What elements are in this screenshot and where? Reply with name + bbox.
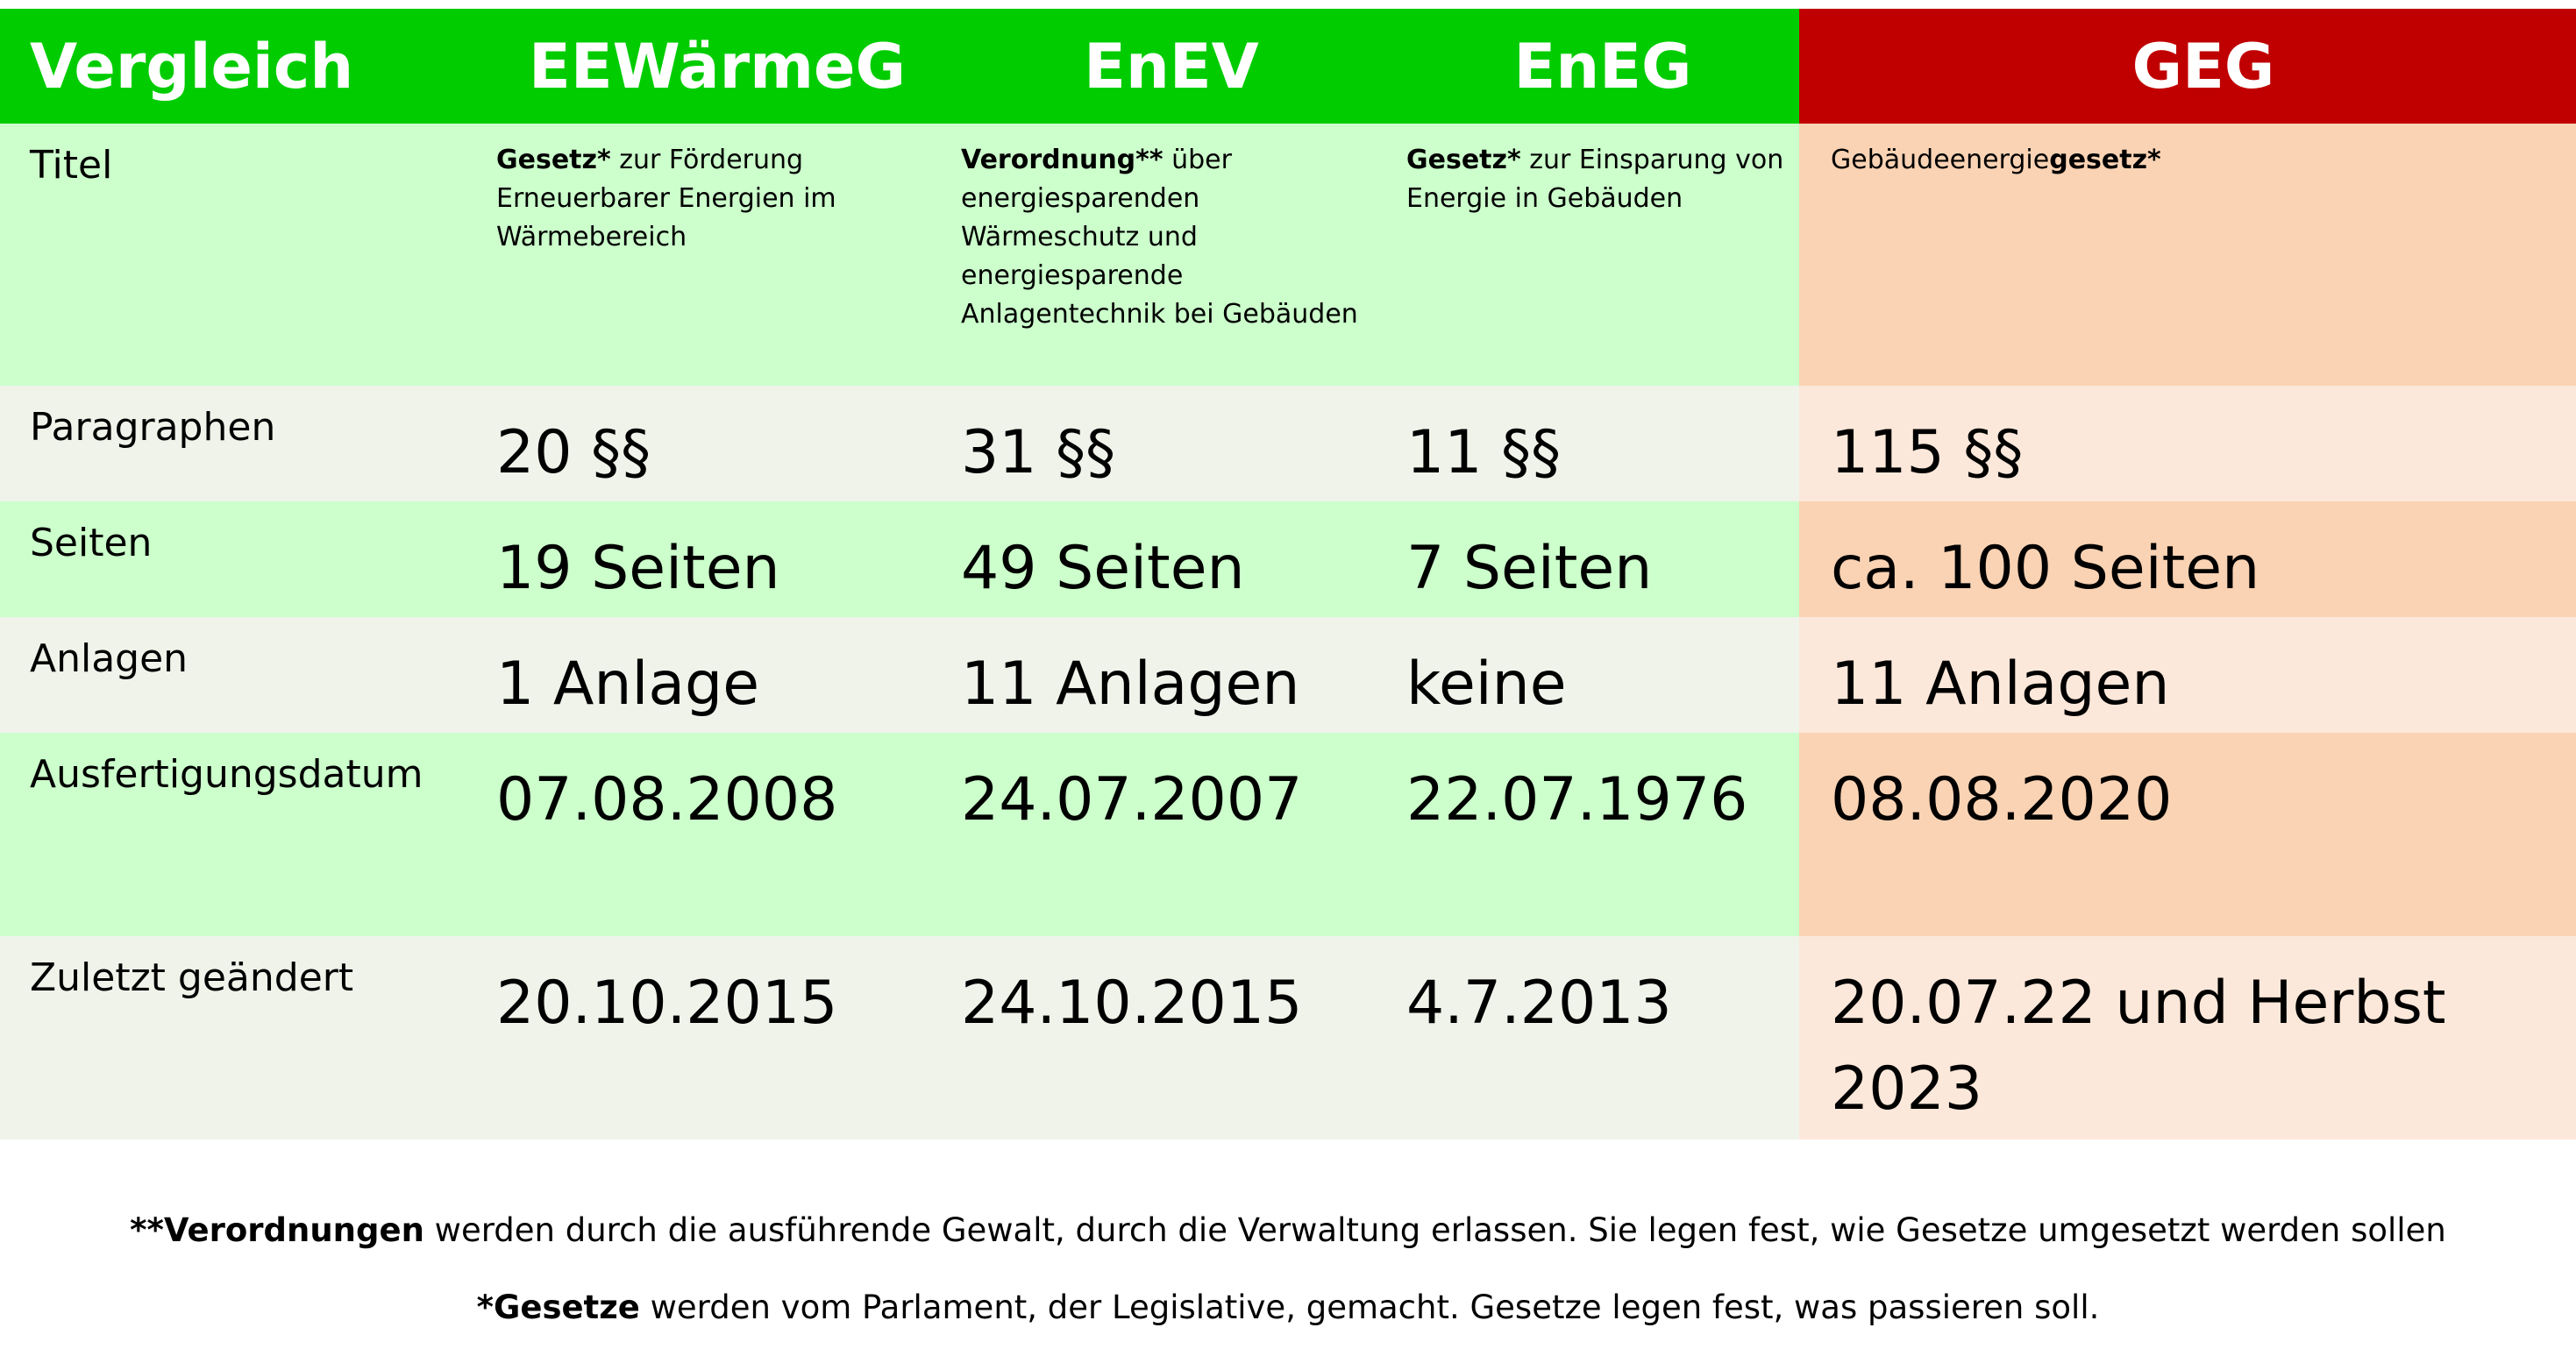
row-titel: Titel Gesetz* zur Förderung Erneuerbarer… bbox=[0, 124, 2576, 386]
comparison-table: Vergleich EEWärmeG EnEV EnEG GEG Titel G… bbox=[0, 9, 2576, 1140]
ausfertigungsdatum-eneg: 22.07.1976 bbox=[1382, 733, 1799, 936]
titel-eewaermeg-text: zur Förderung Erneuerbarer Energien im W… bbox=[496, 145, 836, 252]
header-geg: GEG bbox=[1799, 9, 2576, 124]
anlagen-enev: 11 Anlagen bbox=[938, 617, 1382, 733]
seiten-eewaermeg: 19 Seiten bbox=[473, 501, 938, 617]
footnote-verordnungen-bold: **Verordnungen bbox=[130, 1211, 424, 1249]
seiten-geg: ca. 100 Seiten bbox=[1799, 501, 2576, 617]
seiten-eneg: 7 Seiten bbox=[1382, 501, 1799, 617]
footnotes: **Verordnungen werden durch die ausführe… bbox=[0, 1192, 2576, 1346]
titel-geg: Gebäudeenergiegesetz* bbox=[1799, 124, 2576, 386]
paragraphen-enev: 31 §§ bbox=[938, 386, 1382, 501]
titel-geg-text: Gebäudeenergie bbox=[1831, 145, 2050, 175]
anlagen-geg: 11 Anlagen bbox=[1799, 617, 2576, 733]
row-label-anlagen: Anlagen bbox=[0, 617, 473, 733]
titel-eneg-text: zur Einsparung von Energie in Gebäuden bbox=[1406, 145, 1784, 214]
titel-geg-bold: gesetz* bbox=[2049, 145, 2161, 175]
paragraphen-eneg: 11 §§ bbox=[1382, 386, 1799, 501]
titel-eneg: Gesetz* zur Einsparung von Energie in Ge… bbox=[1382, 124, 1799, 386]
row-zuletzt-geaendert: Zuletzt geändert 20.10.2015 24.10.2015 4… bbox=[0, 936, 2576, 1140]
row-seiten: Seiten 19 Seiten 49 Seiten 7 Seiten ca. … bbox=[0, 501, 2576, 617]
footnote-gesetze-text: werden vom Parlament, der Legislative, g… bbox=[639, 1289, 2100, 1326]
header-row: Vergleich EEWärmeG EnEV EnEG GEG bbox=[0, 9, 2576, 124]
footnote-verordnungen: **Verordnungen werden durch die ausführe… bbox=[0, 1192, 2576, 1269]
row-label-titel: Titel bbox=[0, 124, 473, 386]
row-label-paragraphen: Paragraphen bbox=[0, 386, 473, 501]
header-eneg: EnEG bbox=[1382, 9, 1799, 124]
titel-enev: Verordnung** über energiesparenden Wärme… bbox=[938, 124, 1382, 386]
footnote-gesetze: *Gesetze werden vom Parlament, der Legis… bbox=[0, 1269, 2576, 1346]
row-ausfertigungsdatum: Ausfertigungsdatum 07.08.2008 24.07.2007… bbox=[0, 733, 2576, 936]
row-anlagen: Anlagen 1 Anlage 11 Anlagen keine 11 Anl… bbox=[0, 617, 2576, 733]
titel-eewaermeg: Gesetz* zur Förderung Erneuerbarer Energ… bbox=[473, 124, 938, 386]
header-vergleich: Vergleich bbox=[0, 9, 473, 124]
zuletzt-geaendert-enev: 24.10.2015 bbox=[938, 936, 1382, 1140]
footnote-verordnungen-text: werden durch die ausführende Gewalt, dur… bbox=[423, 1211, 2446, 1249]
row-label-seiten: Seiten bbox=[0, 501, 473, 617]
titel-enev-text: über energiesparenden Wärmeschutz und en… bbox=[961, 145, 1358, 330]
row-paragraphen: Paragraphen 20 §§ 31 §§ 11 §§ 115 §§ bbox=[0, 386, 2576, 501]
zuletzt-geaendert-geg: 20.07.22 und Herbst 2023 bbox=[1799, 936, 2576, 1140]
titel-eneg-bold: Gesetz* bbox=[1406, 145, 1521, 175]
header-enev: EnEV bbox=[938, 9, 1382, 124]
titel-enev-bold: Verordnung** bbox=[961, 145, 1163, 175]
titel-eewaermeg-bold: Gesetz* bbox=[496, 145, 611, 175]
header-eewaermeg: EEWärmeG bbox=[473, 9, 938, 124]
anlagen-eewaermeg: 1 Anlage bbox=[473, 617, 938, 733]
ausfertigungsdatum-eewaermeg: 07.08.2008 bbox=[473, 733, 938, 936]
footnote-gesetze-bold: *Gesetze bbox=[476, 1289, 640, 1326]
zuletzt-geaendert-eewaermeg: 20.10.2015 bbox=[473, 936, 938, 1140]
ausfertigungsdatum-geg: 08.08.2020 bbox=[1799, 733, 2576, 936]
seiten-enev: 49 Seiten bbox=[938, 501, 1382, 617]
anlagen-eneg: keine bbox=[1382, 617, 1799, 733]
row-label-ausfertigungsdatum: Ausfertigungsdatum bbox=[0, 733, 473, 936]
paragraphen-geg: 115 §§ bbox=[1799, 386, 2576, 501]
zuletzt-geaendert-eneg: 4.7.2013 bbox=[1382, 936, 1799, 1140]
row-label-zuletzt-geaendert: Zuletzt geändert bbox=[0, 936, 473, 1140]
paragraphen-eewaermeg: 20 §§ bbox=[473, 386, 938, 501]
ausfertigungsdatum-enev: 24.07.2007 bbox=[938, 733, 1382, 936]
